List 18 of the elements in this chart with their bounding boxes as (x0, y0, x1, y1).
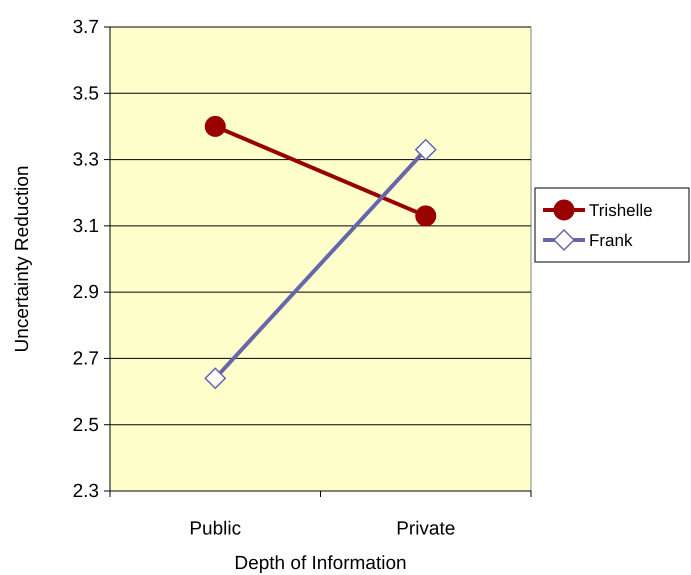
legend-label: Trishelle (589, 200, 653, 220)
y-axis-title: Uncertainty Reduction (12, 166, 33, 352)
point (415, 205, 436, 226)
point (204, 116, 226, 137)
x-axis-title: Depth of Information (234, 553, 407, 574)
y-tick-label: 2.3 (72, 481, 99, 502)
y-tick-label: 2.5 (72, 414, 99, 436)
x-tick-label: Public (189, 518, 242, 540)
x-tick-label: Private (396, 518, 456, 540)
y-tick-label: 3.3 (72, 150, 99, 171)
legend-label: Frank (589, 230, 633, 250)
y-tick-label: 3.5 (72, 83, 99, 104)
y-tick-label: 3.7 (72, 17, 99, 38)
y-tick-label: 3.1 (72, 216, 99, 237)
y-tick-label: 2.9 (72, 282, 99, 304)
point (204, 368, 226, 390)
point (415, 138, 436, 160)
y-tick-label: 2.7 (72, 348, 99, 370)
